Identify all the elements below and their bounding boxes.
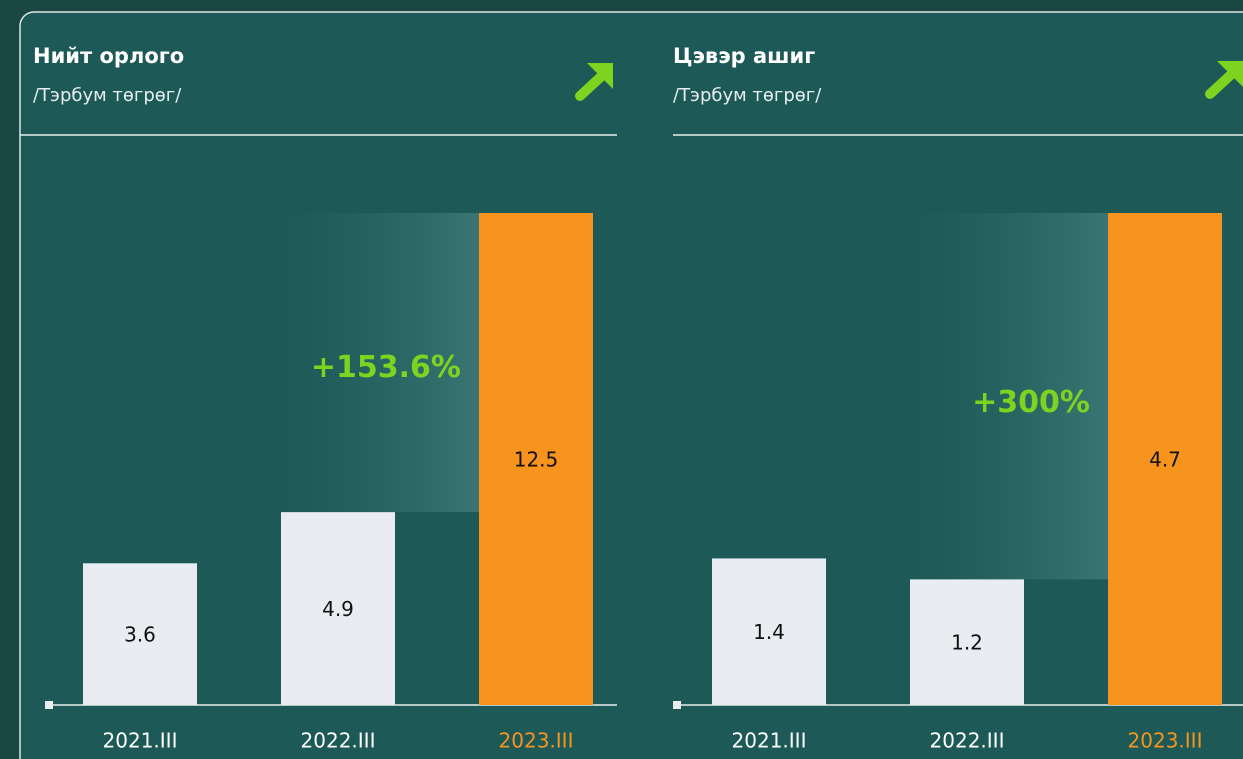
- x-tick-label: 2023.III: [1128, 729, 1203, 753]
- growth-annotation: +300%: [972, 385, 1090, 420]
- chart-title: Цэвэр ашиг: [673, 44, 815, 68]
- bar-value-label: 4.7: [1149, 448, 1181, 472]
- x-tick-label: 2023.III: [499, 729, 574, 753]
- bar: [910, 579, 1024, 705]
- bar: [281, 512, 395, 705]
- bar: [1108, 213, 1222, 705]
- trend-arrow-head: [587, 63, 613, 89]
- growth-shade: [281, 213, 479, 513]
- bar-value-label: 12.5: [514, 448, 559, 472]
- chart-subtitle: /Тэрбум төгрөг/: [673, 85, 822, 106]
- chart-title: Нийт орлого: [33, 44, 184, 68]
- growth-annotation: +153.6%: [311, 350, 461, 385]
- baseline-marker: [45, 701, 53, 709]
- x-tick-label: 2022.III: [930, 729, 1005, 753]
- bar: [83, 563, 197, 705]
- bar: [712, 558, 826, 705]
- x-tick-label: 2022.III: [301, 729, 376, 753]
- trend-arrow: [575, 68, 610, 101]
- bar-value-label: 1.4: [753, 620, 785, 644]
- baseline-marker: [673, 701, 681, 709]
- x-tick-label: 2021.III: [732, 729, 807, 753]
- bar: [479, 213, 593, 705]
- bar-value-label: 1.2: [951, 631, 983, 655]
- growth-shade: [910, 213, 1108, 580]
- bar-value-label: 3.6: [124, 623, 156, 647]
- bar-value-label: 4.9: [322, 597, 354, 621]
- chart-subtitle: /Тэрбум төгрөг/: [33, 85, 182, 106]
- x-tick-label: 2021.III: [103, 729, 178, 753]
- trend-arrow-head: [1217, 61, 1243, 87]
